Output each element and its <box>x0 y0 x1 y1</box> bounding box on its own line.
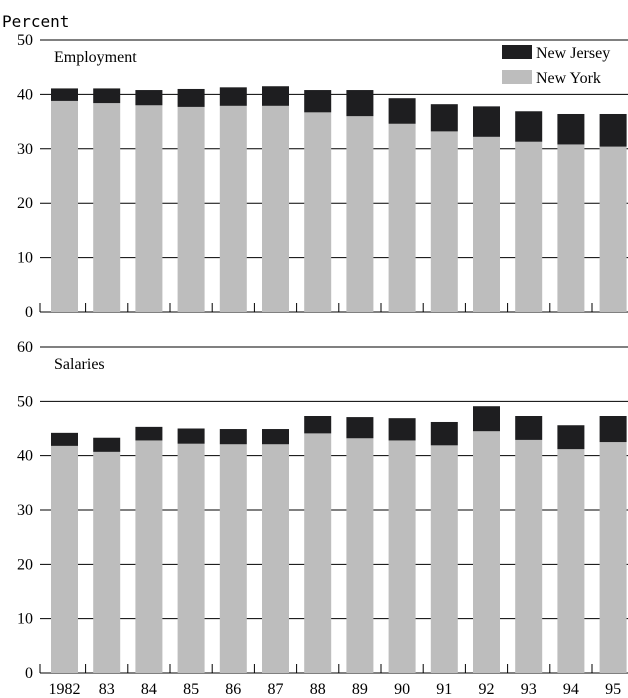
bar-new-york <box>515 439 543 673</box>
bar-new-york <box>304 433 332 673</box>
bar-new-york <box>304 112 332 313</box>
y-axis-label: Percent <box>2 12 69 31</box>
bar-new-jersey <box>346 417 374 439</box>
x-tick-label: 90 <box>394 681 410 698</box>
bar-new-jersey <box>177 428 205 444</box>
bar-new-jersey <box>304 90 332 113</box>
y-tick-label: 10 <box>17 611 33 628</box>
x-tick-label: 95 <box>605 681 621 698</box>
employment-panel: 0 10 20 30 40 50 Employment New Jersey New York <box>17 32 628 321</box>
bar-new-york <box>135 105 163 312</box>
y-tick-label: 50 <box>17 32 33 49</box>
y-tick-label: 0 <box>25 304 33 321</box>
bar-new-york <box>557 449 585 673</box>
y-tick-label: 30 <box>17 141 33 158</box>
bar-new-york <box>515 141 543 312</box>
bar-new-jersey <box>262 429 289 445</box>
bar-new-jersey <box>51 432 78 446</box>
legend-label-new-york: New York <box>536 70 601 87</box>
panel-title: Employment <box>54 49 137 66</box>
y-tick-label: 20 <box>17 195 33 212</box>
bar-new-jersey <box>430 104 458 132</box>
x-tick-label: 1982 <box>49 681 81 698</box>
y-tick-label: 0 <box>25 665 33 682</box>
bar-new-jersey <box>135 426 163 441</box>
bar-new-york <box>346 438 374 673</box>
bar-new-jersey <box>515 111 543 142</box>
bar-new-york <box>599 146 627 312</box>
legend-swatch-new-jersey <box>502 45 532 59</box>
bar-new-york <box>51 100 78 312</box>
bar-new-york <box>388 123 416 312</box>
bar-new-york <box>557 144 585 312</box>
panel-title: Salaries <box>54 356 105 373</box>
bar-new-jersey <box>135 90 163 106</box>
legend-label-new-jersey: New Jersey <box>536 45 610 62</box>
bar-new-york <box>93 103 121 312</box>
bar-new-york <box>346 116 374 312</box>
bar-new-jersey <box>557 425 585 450</box>
bar-new-jersey <box>219 87 247 106</box>
bar-new-york <box>473 431 500 673</box>
x-tick-label: 88 <box>310 681 326 698</box>
bar-new-york <box>430 131 458 312</box>
x-tick-label: 83 <box>99 681 115 698</box>
bar-new-jersey <box>430 421 458 446</box>
y-tick-label: 60 <box>17 339 33 356</box>
bar-new-jersey <box>388 418 416 441</box>
bar-new-jersey <box>262 86 289 106</box>
bar-new-jersey <box>599 113 627 147</box>
bar-new-york <box>219 105 247 312</box>
bar-new-york <box>262 105 289 312</box>
x-tick-label: 92 <box>479 681 495 698</box>
bar-new-york <box>219 444 247 673</box>
bar-new-york <box>599 442 627 673</box>
bar-new-jersey <box>93 88 121 104</box>
salaries-panel: 0 10 20 30 40 50 60 Salaries 1982 83 84 85 86 87 88 89 9… <box>17 339 628 698</box>
bar-new-york <box>51 445 78 673</box>
x-tick-label: 89 <box>352 681 368 698</box>
y-tick-label: 10 <box>17 250 33 267</box>
x-tick-label: 86 <box>225 681 241 698</box>
bar-new-york <box>135 440 163 673</box>
x-tick-label: 93 <box>521 681 537 698</box>
bar-new-york <box>177 106 205 312</box>
legend: New Jersey New York <box>502 45 610 87</box>
bar-new-jersey <box>515 416 543 440</box>
x-tick-label: 85 <box>183 681 199 698</box>
bar-new-jersey <box>473 406 500 432</box>
y-tick-label: 40 <box>17 86 33 103</box>
y-tick-label: 20 <box>17 556 33 573</box>
bar-new-york <box>430 445 458 673</box>
y-tick-label: 40 <box>17 448 33 465</box>
bar-new-jersey <box>51 88 78 101</box>
bar-new-jersey <box>557 113 585 145</box>
bar-new-jersey <box>93 437 121 452</box>
y-tick-label: 30 <box>17 502 33 519</box>
x-tick-label: 94 <box>563 681 579 698</box>
bar-new-york <box>388 440 416 673</box>
bar-new-jersey <box>388 98 416 124</box>
x-tick-label: 91 <box>436 681 452 698</box>
x-tick-label: 84 <box>141 681 157 698</box>
y-tick-label: 50 <box>17 393 33 410</box>
bar-new-jersey <box>599 416 627 443</box>
bar-new-york <box>93 451 121 673</box>
bar-new-jersey <box>177 88 205 107</box>
bar-new-york <box>473 136 500 312</box>
bar-new-york <box>262 444 289 673</box>
x-tick-label: 87 <box>268 681 284 698</box>
bar-new-york <box>177 443 205 673</box>
bar-new-jersey <box>473 106 500 137</box>
bar-new-jersey <box>304 416 332 434</box>
legend-swatch-new-york <box>502 70 532 84</box>
bar-new-jersey <box>219 429 247 445</box>
bar-new-jersey <box>346 90 374 117</box>
